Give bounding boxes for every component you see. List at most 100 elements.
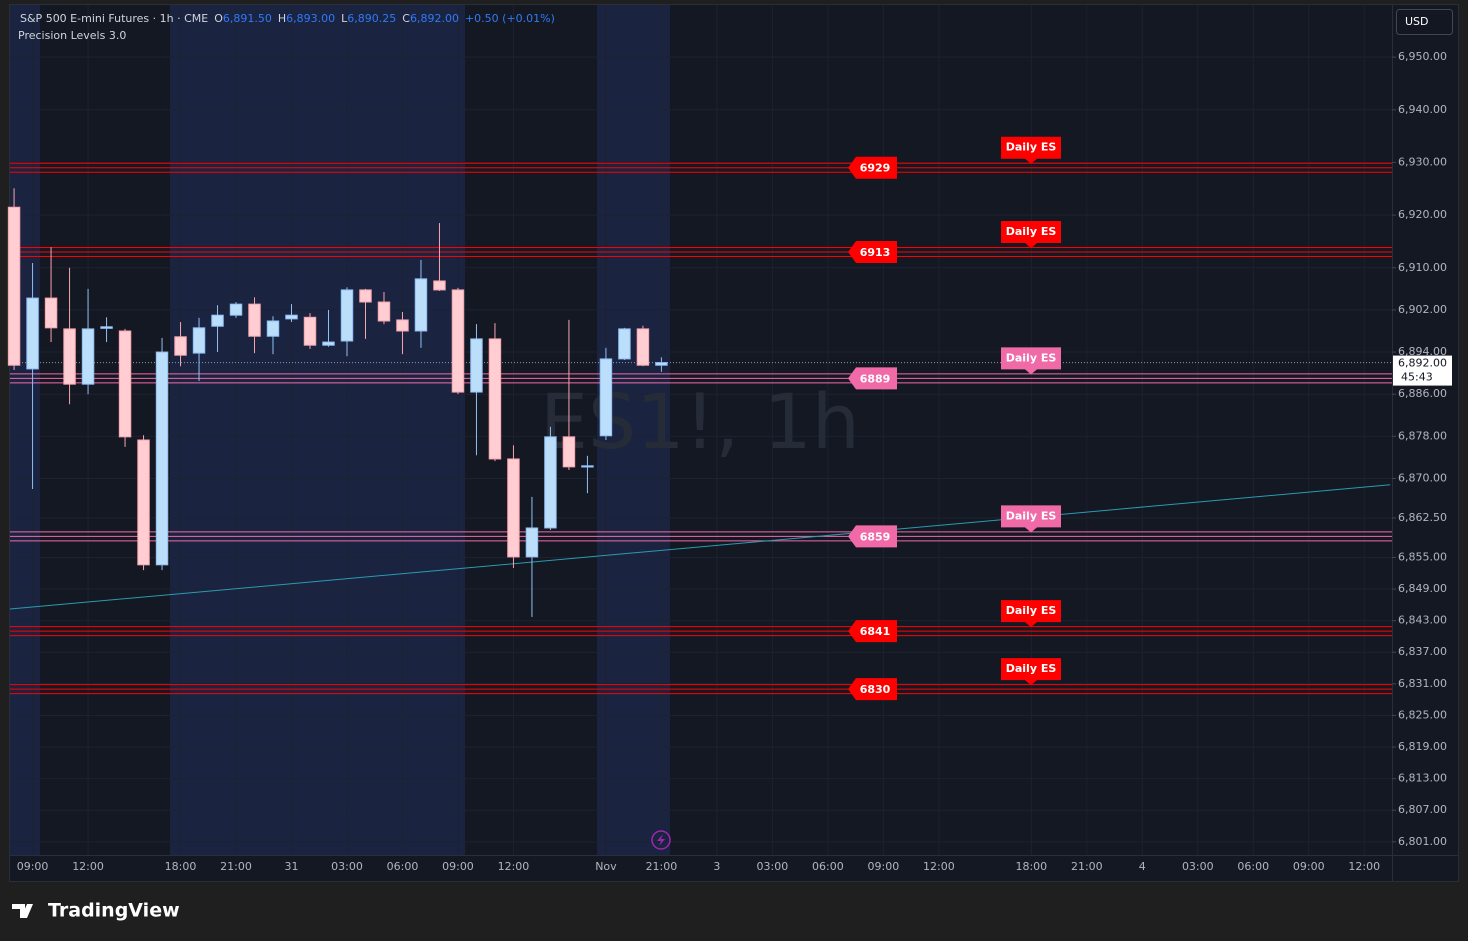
watermark: ES1!, 1h xyxy=(540,377,860,466)
level-price-label: 6913 xyxy=(860,246,891,259)
header-label: H xyxy=(278,12,286,25)
level-tag xyxy=(1001,658,1061,686)
x-tick-label: 06:00 xyxy=(1237,860,1269,873)
candle-body xyxy=(451,289,465,393)
y-tick-label: 6,878.00 xyxy=(1398,429,1447,442)
candle-body xyxy=(192,327,206,354)
x-tick-label: 03:00 xyxy=(757,860,789,873)
level-price-label: 6859 xyxy=(860,530,891,543)
level-price-badge xyxy=(848,156,897,179)
y-tick-label: 6,910.00 xyxy=(1398,261,1447,274)
candle-body xyxy=(26,297,39,370)
candle-body xyxy=(229,303,243,316)
header-label: L xyxy=(341,12,348,25)
brand-logo-dot xyxy=(25,905,31,911)
candle-body xyxy=(100,326,113,329)
level-tag-label: Daily ES xyxy=(1006,662,1057,675)
level-tag xyxy=(1001,347,1061,375)
level-tag-label: Daily ES xyxy=(1006,225,1057,238)
header-value: 6,890.25 xyxy=(347,12,396,25)
y-tick-label: 6,920.00 xyxy=(1398,208,1447,221)
header-change: +0.50 (+0.01%) xyxy=(465,12,555,25)
x-tick-label: 21:00 xyxy=(220,860,252,873)
x-tick-label: 06:00 xyxy=(812,860,844,873)
session xyxy=(170,5,465,855)
candle-body xyxy=(618,328,631,360)
x-tick-label: 21:00 xyxy=(1071,860,1103,873)
y-tick-label: 6,807.00 xyxy=(1398,803,1447,816)
candle-body xyxy=(544,436,557,529)
candle-body xyxy=(81,328,95,385)
y-tick-label: 6,825.00 xyxy=(1398,708,1447,721)
brand-name: TradingView xyxy=(48,900,180,922)
level-price-badge xyxy=(848,240,897,263)
x-tick-label: 3 xyxy=(713,860,720,873)
x-tick-label: 12:00 xyxy=(923,860,955,873)
candle-body xyxy=(581,465,594,468)
y-tick-label: 6,801.00 xyxy=(1398,835,1447,848)
x-tick-label: 09:00 xyxy=(868,860,900,873)
y-tick-label: 6,870.00 xyxy=(1398,471,1447,484)
countdown: 45:43 xyxy=(1401,371,1433,384)
candle-body xyxy=(7,206,21,366)
header: S&P 500 E-mini Futures · 1h · CME O6,891.… xyxy=(20,12,555,25)
level-tag-label: Daily ES xyxy=(1006,509,1057,522)
events-bolt xyxy=(657,834,665,846)
candle-body xyxy=(155,351,169,566)
candle-body xyxy=(285,314,298,320)
events-icon[interactable] xyxy=(651,830,671,850)
candle-body xyxy=(414,278,428,332)
x-tick-label: 09:00 xyxy=(17,860,49,873)
header-value: 6,893.00 xyxy=(286,12,335,25)
candle-body xyxy=(636,328,650,366)
candle-body xyxy=(266,320,280,337)
y-tick-label: 6,894.00 xyxy=(1398,345,1447,358)
level-tag xyxy=(1001,220,1061,248)
x-tick-label: 18:00 xyxy=(1015,860,1047,873)
header-label: C xyxy=(402,12,410,25)
y-tick-label: 6,862.50 xyxy=(1398,511,1447,524)
y-tick-label: 6,837.00 xyxy=(1398,645,1447,658)
level-price-badge xyxy=(848,678,897,701)
x-tick-label: 12:00 xyxy=(1348,860,1380,873)
header-value: 6,891.50 xyxy=(223,12,272,25)
candle-body xyxy=(303,316,317,346)
x-tick-label: 03:00 xyxy=(1182,860,1214,873)
candle-body xyxy=(211,314,224,327)
candle-body xyxy=(396,319,409,332)
session xyxy=(10,5,40,855)
y-tick-label: 6,843.00 xyxy=(1398,614,1447,627)
x-tick-label: 06:00 xyxy=(387,860,419,873)
candle-body xyxy=(44,297,58,329)
y-tick-label: 6,819.00 xyxy=(1398,740,1447,753)
x-tick-label: 12:00 xyxy=(498,860,530,873)
y-tick-label: 6,855.00 xyxy=(1398,550,1447,563)
x-tick-label: Nov xyxy=(595,860,617,873)
x-tick-label: 09:00 xyxy=(1293,860,1325,873)
currency[interactable]: USD xyxy=(1405,15,1429,28)
y-tick-label: 6,886.00 xyxy=(1398,387,1447,400)
trendline xyxy=(9,484,1391,610)
candle-body xyxy=(340,289,354,342)
candle-body xyxy=(525,527,539,558)
last-price-box xyxy=(1393,355,1452,386)
candle-body xyxy=(63,328,76,385)
candle-body xyxy=(174,336,187,356)
level-tag xyxy=(1001,600,1061,628)
y-tick-label: 6,902.00 xyxy=(1398,303,1447,316)
candle-body xyxy=(248,303,261,337)
level-tag-label: Daily ES xyxy=(1006,604,1057,617)
candle-body xyxy=(377,301,391,322)
x-tick-label: 12:00 xyxy=(72,860,104,873)
currency-button[interactable] xyxy=(1396,9,1453,35)
x-tick-label: 21:00 xyxy=(646,860,678,873)
level-price-badge xyxy=(848,525,897,548)
y-tick-label: 6,813.00 xyxy=(1398,772,1447,785)
level-price-label: 6841 xyxy=(860,625,891,638)
candle-body xyxy=(562,436,576,468)
x-tick-label: 03:00 xyxy=(331,860,363,873)
candle-body xyxy=(118,330,132,438)
header-value: 6,892.00 xyxy=(410,12,459,25)
y-tick-label: 6,940.00 xyxy=(1398,103,1447,116)
